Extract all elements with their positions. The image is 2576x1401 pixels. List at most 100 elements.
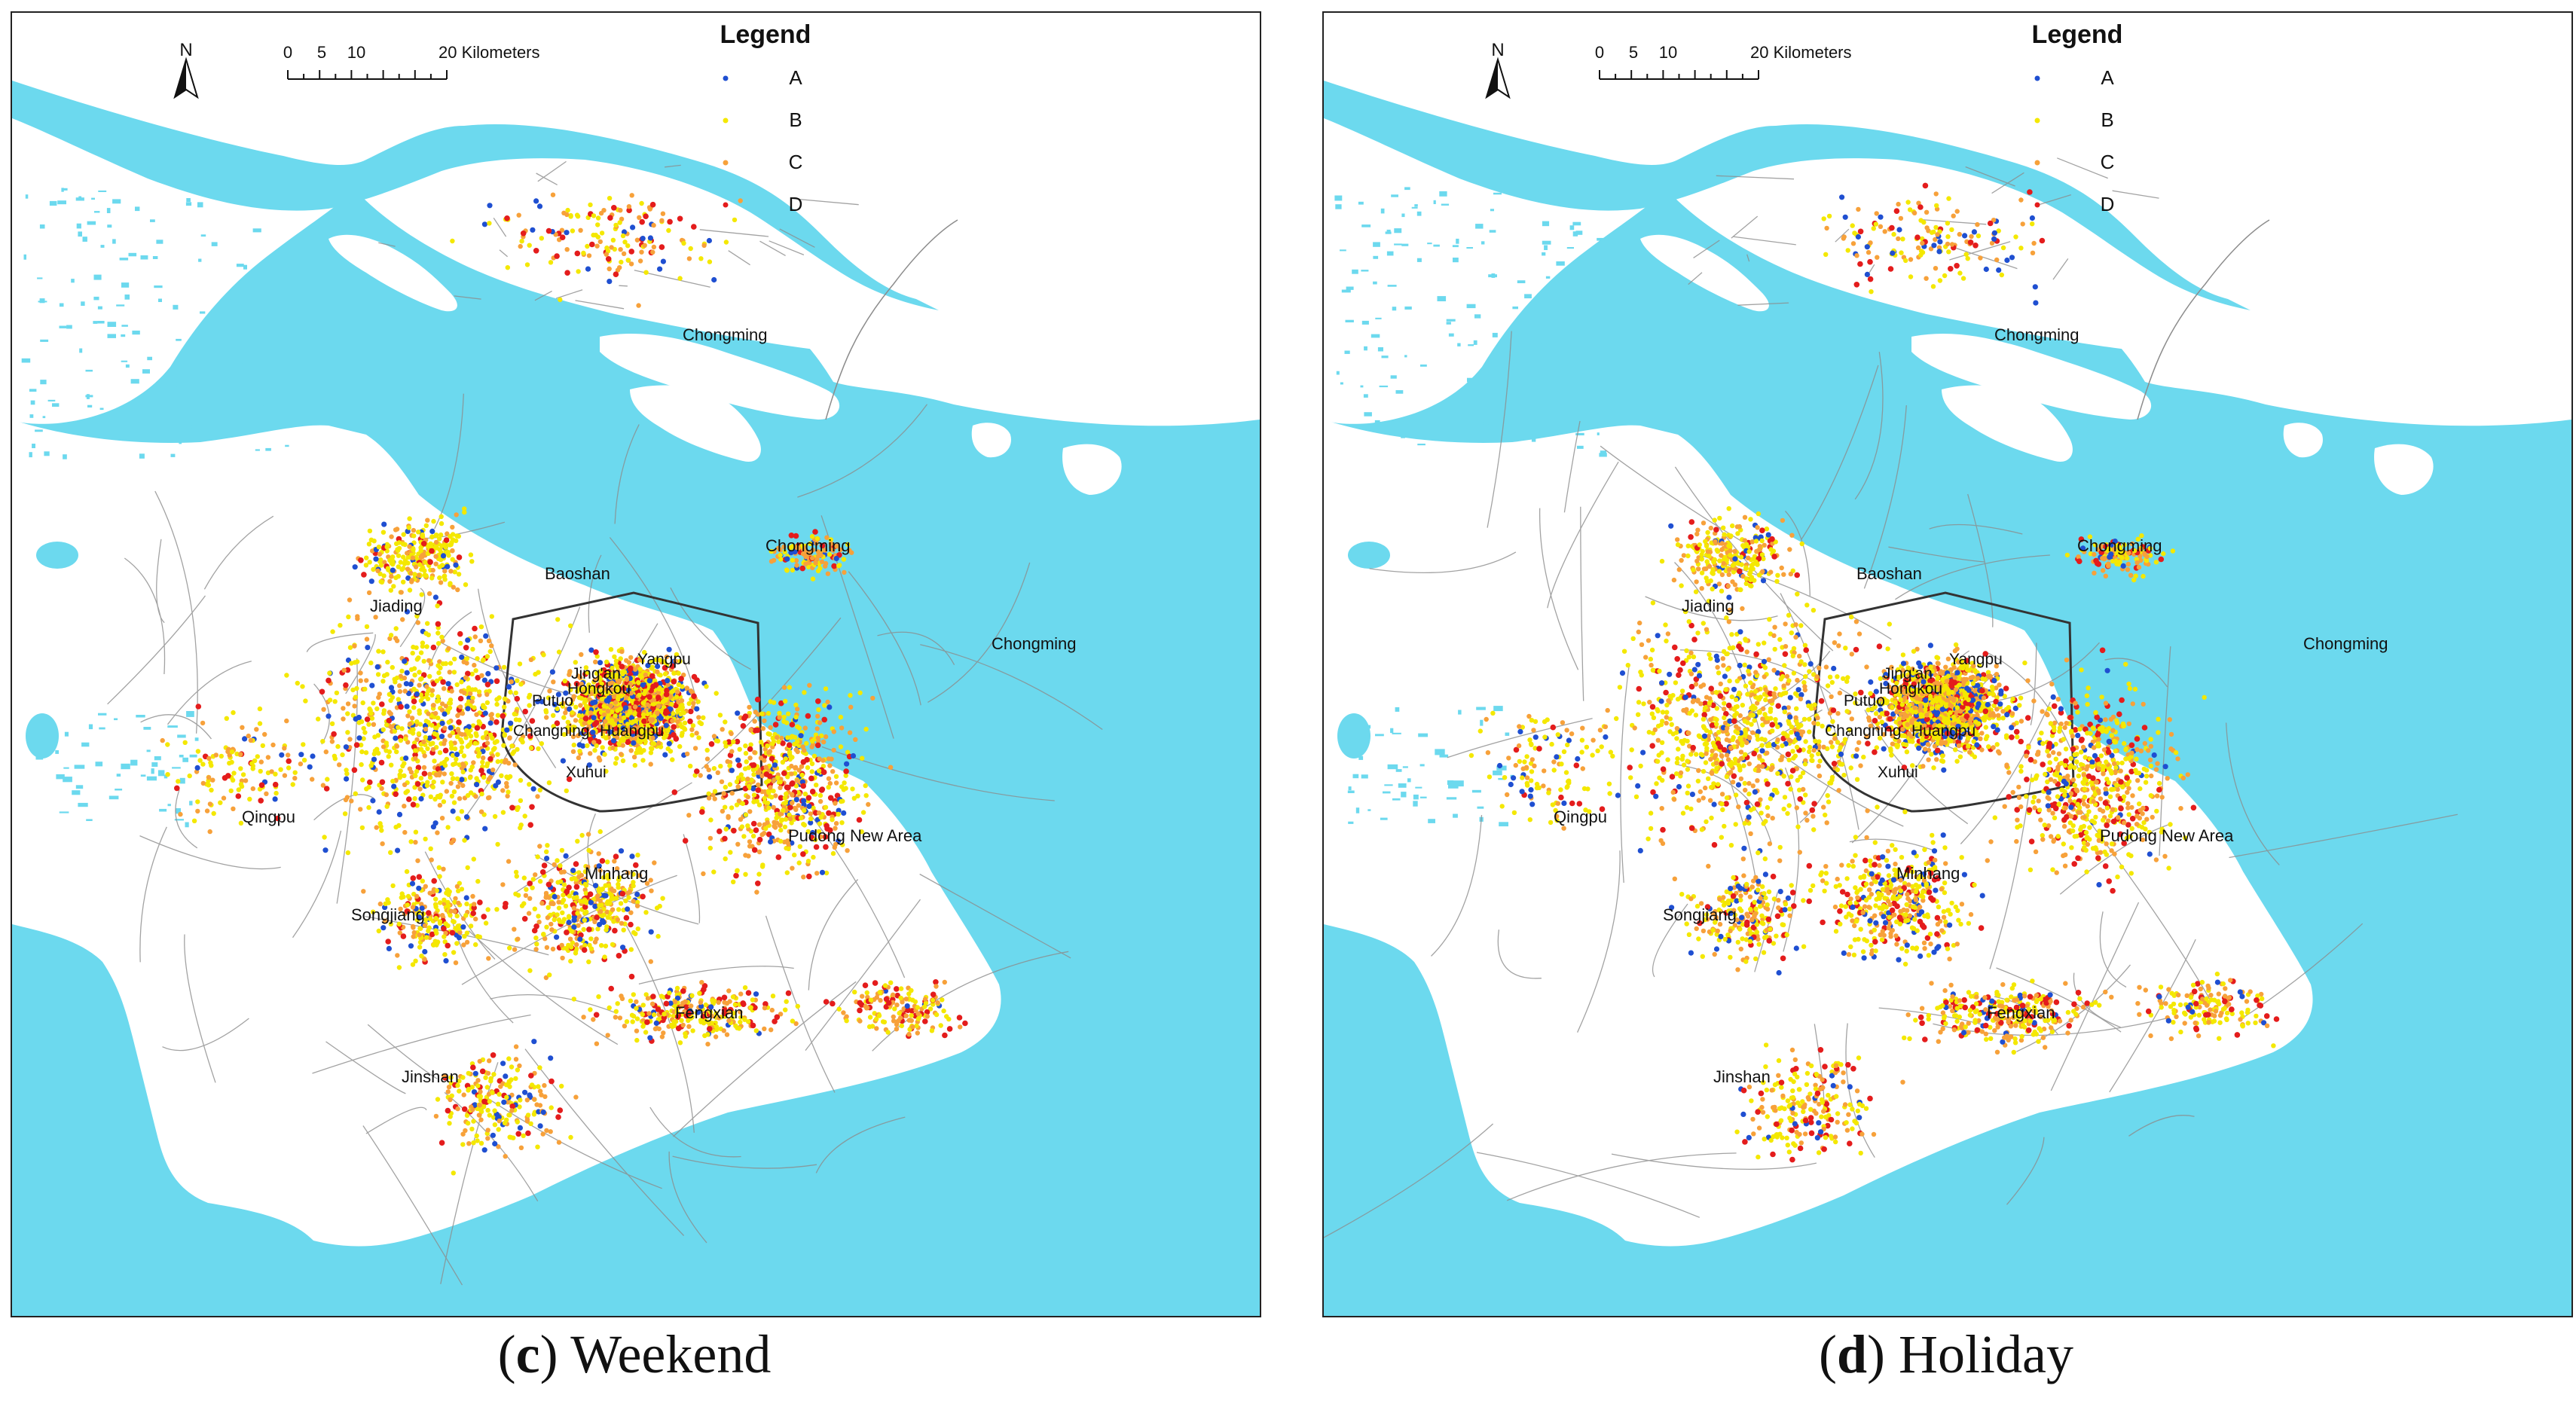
- poi-point: [711, 766, 717, 771]
- lake-speck: [87, 221, 96, 225]
- poi-point: [792, 852, 797, 858]
- poi-point: [656, 1026, 662, 1032]
- poi-point: [592, 748, 597, 753]
- poi-point: [418, 926, 423, 931]
- poi-point: [604, 768, 609, 774]
- poi-point: [682, 727, 688, 732]
- poi-point: [596, 888, 602, 894]
- poi-point: [755, 787, 762, 793]
- poi-point: [618, 247, 623, 252]
- poi-point: [688, 688, 694, 694]
- road: [156, 539, 165, 624]
- poi-point: [726, 813, 731, 820]
- poi-point: [735, 710, 741, 716]
- poi-point: [512, 762, 518, 768]
- road: [325, 1041, 406, 1094]
- poi-point: [778, 823, 783, 829]
- poi-point: [701, 871, 706, 877]
- poi-point: [341, 706, 346, 711]
- road: [683, 834, 701, 923]
- poi-point: [449, 688, 454, 694]
- poi-point: [474, 725, 481, 731]
- lake-speck: [75, 785, 84, 789]
- poi-point: [607, 1005, 612, 1011]
- lake-speck: [52, 403, 60, 407]
- road: [167, 661, 252, 725]
- poi-point: [409, 716, 415, 721]
- lake-speck: [191, 188, 200, 191]
- poi-point: [374, 706, 380, 712]
- poi-point: [568, 958, 573, 964]
- poi-point: [368, 660, 374, 666]
- road: [536, 172, 558, 185]
- poi-point: [460, 1075, 466, 1080]
- poi-point: [659, 218, 665, 223]
- poi-point: [447, 670, 452, 675]
- map-canvas-weekend: ChongmingChongmingChongmingBaoshanJiadin…: [12, 13, 1260, 1316]
- poi-point: [778, 838, 784, 844]
- poi-point: [385, 542, 390, 548]
- poi-point: [485, 907, 490, 912]
- road: [490, 994, 616, 1014]
- poi-point: [636, 679, 641, 685]
- poi-point: [729, 749, 735, 754]
- poi-point: [464, 656, 470, 661]
- lake-speck: [163, 774, 168, 779]
- poi-point: [586, 724, 591, 730]
- poi-point: [344, 776, 350, 782]
- poi-point: [814, 871, 820, 876]
- poi-point: [448, 569, 454, 574]
- lake-speck: [93, 296, 99, 301]
- poi-point: [790, 734, 795, 739]
- poi-point: [258, 782, 265, 789]
- lake-speck: [167, 804, 171, 807]
- poi-point: [448, 661, 454, 666]
- poi-point: [402, 773, 407, 778]
- poi-point: [518, 1145, 524, 1151]
- poi-point: [604, 927, 609, 932]
- poi-point: [437, 874, 442, 879]
- poi-point: [433, 915, 439, 921]
- poi-point: [433, 928, 439, 933]
- poi-point: [815, 713, 820, 719]
- poi-point: [628, 921, 634, 928]
- poi-point: [863, 726, 869, 732]
- poi-point: [365, 645, 371, 651]
- poi-point: [359, 825, 365, 831]
- poi-point: [576, 742, 582, 748]
- poi-point: [863, 793, 869, 798]
- poi-point: [802, 690, 807, 695]
- poi-point: [597, 903, 602, 908]
- poi-point: [601, 712, 607, 718]
- poi-point: [528, 657, 534, 662]
- poi-point: [436, 865, 442, 871]
- lake-speck: [121, 282, 130, 288]
- poi-point: [478, 624, 484, 630]
- poi-point: [787, 752, 793, 758]
- poi-point: [435, 694, 441, 700]
- poi-point: [447, 1121, 452, 1126]
- poi-point: [450, 808, 456, 814]
- poi-point: [442, 543, 447, 548]
- poi-point: [742, 766, 748, 771]
- poi-point: [459, 654, 465, 661]
- poi-point: [745, 777, 750, 782]
- poi-point: [225, 773, 231, 779]
- poi-point: [515, 678, 520, 683]
- poi-point: [789, 763, 794, 769]
- poi-point: [502, 731, 507, 737]
- poi-point: [353, 694, 359, 700]
- lake-speck: [243, 264, 247, 270]
- poi-point: [544, 715, 549, 720]
- road: [107, 595, 206, 705]
- poi-point: [438, 900, 443, 905]
- poi-point: [751, 847, 758, 853]
- poi-point: [558, 297, 563, 303]
- poi-point: [504, 727, 510, 733]
- poi-point: [726, 988, 732, 994]
- poi-point: [532, 906, 537, 911]
- poi-point: [613, 662, 619, 667]
- road: [555, 289, 583, 299]
- poi-point: [393, 527, 399, 533]
- lake-speck: [42, 416, 46, 419]
